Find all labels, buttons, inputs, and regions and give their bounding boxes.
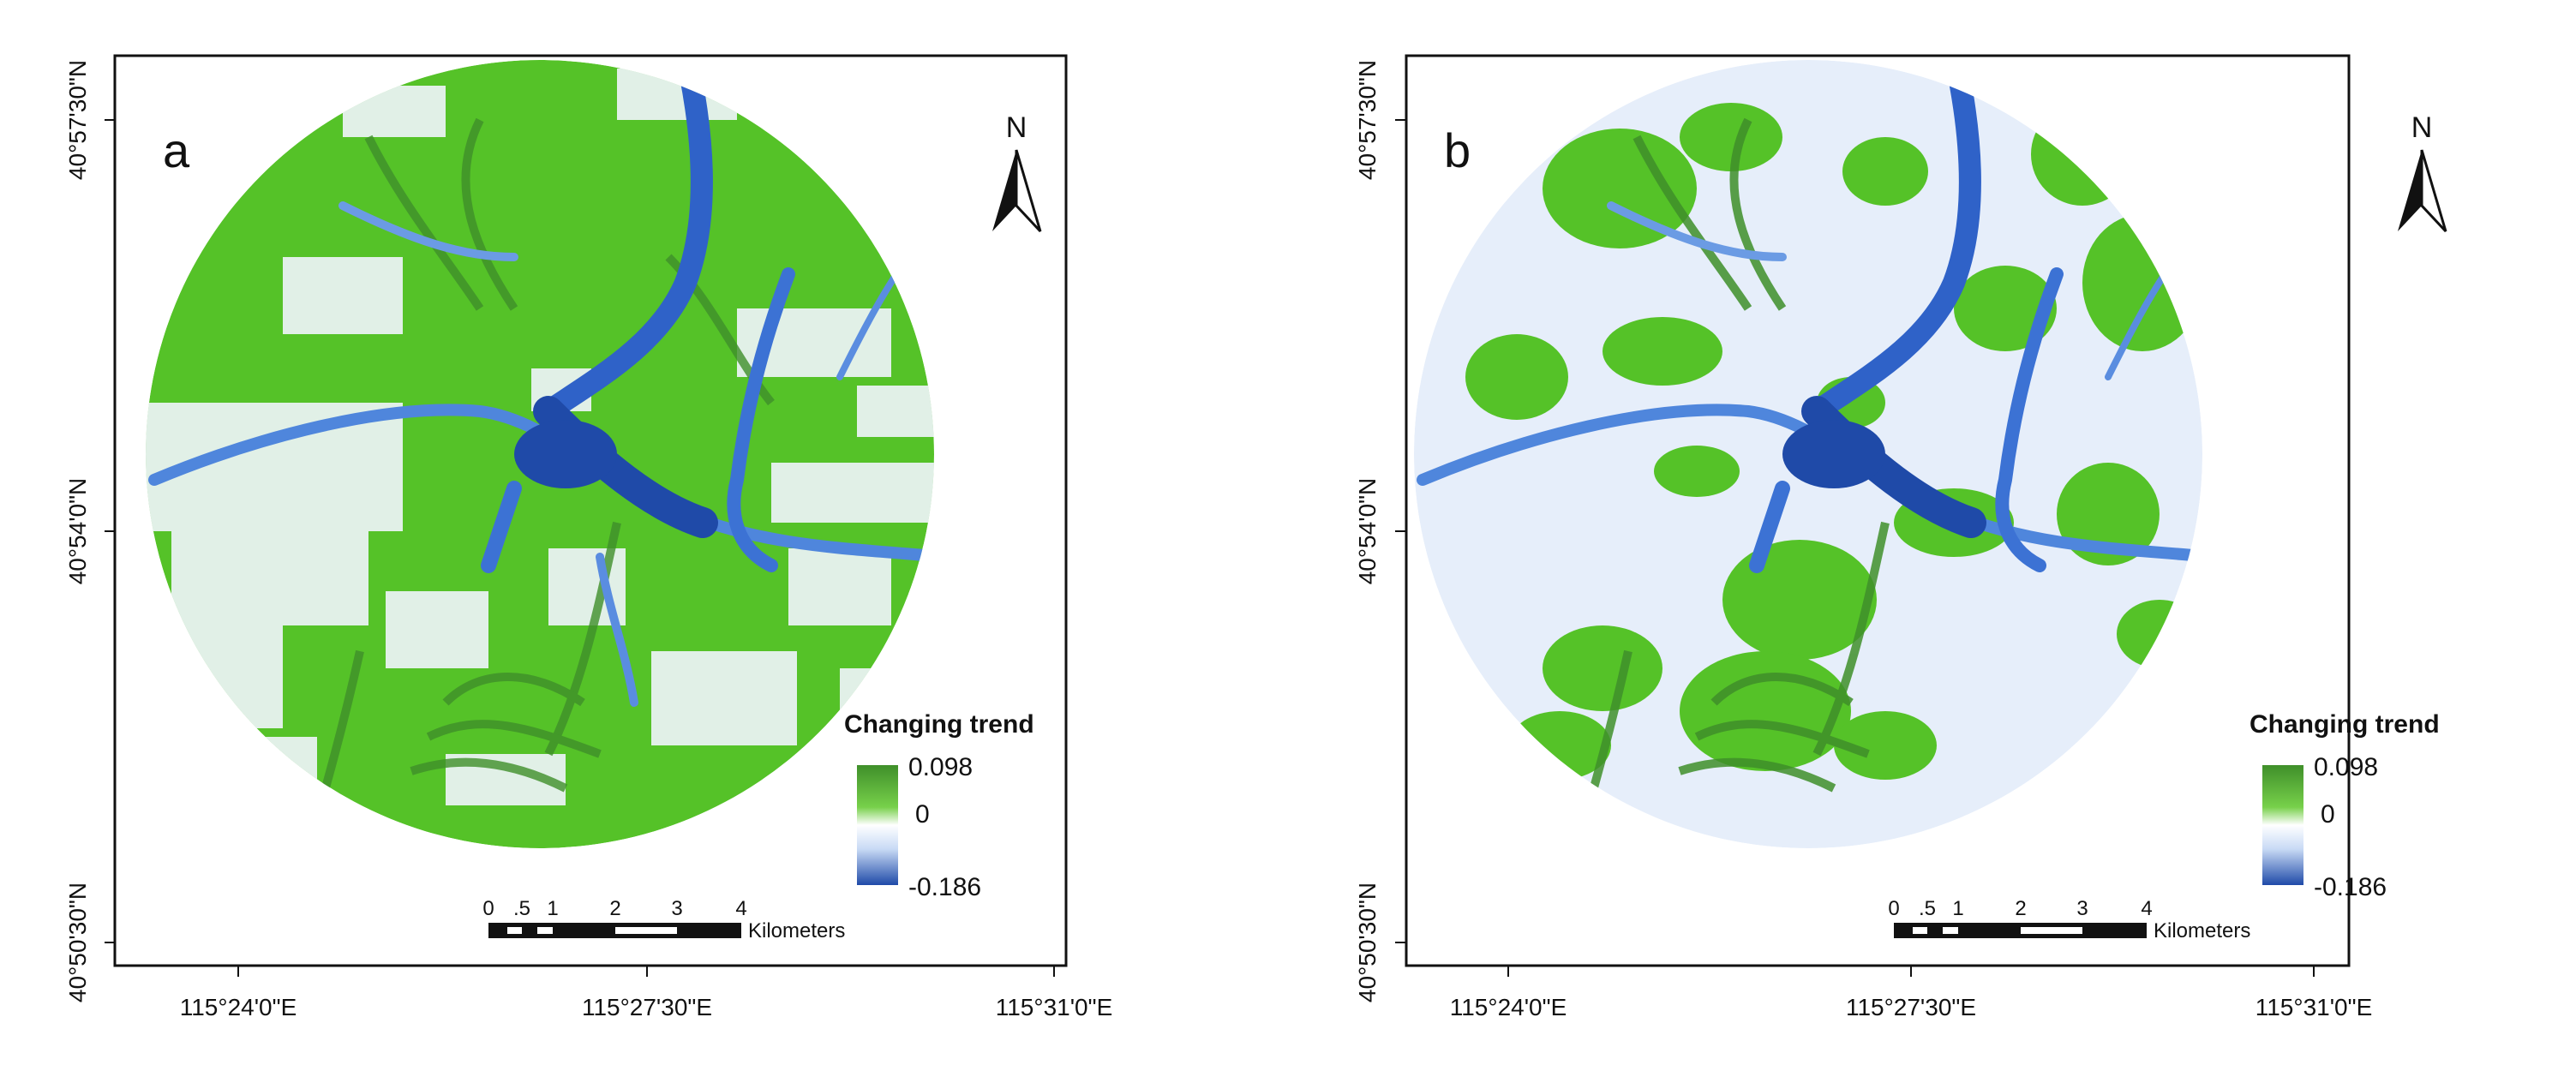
north-label: N [2411, 111, 2433, 144]
lon-label-right: 115°31'0"E [996, 994, 1113, 1020]
panel-label: a [163, 123, 190, 177]
lon-label-left: 115°24'0"E [1450, 994, 1567, 1020]
scale-tick-label: 3 [2076, 897, 2088, 920]
scale-tick-label: 3 [671, 897, 682, 920]
lat-label-mid: 40°54'0"N [64, 478, 91, 585]
scale-tick-label: 2 [609, 897, 620, 920]
legend-min: -0.186 [2314, 873, 2387, 901]
trend-raster [146, 60, 934, 848]
scale-tick-label: 1 [547, 897, 558, 920]
scale-bar-body [1894, 923, 2147, 938]
scale-tick-label: .5 [1919, 897, 1936, 920]
map-frame [1405, 54, 2351, 967]
scale-unit: Kilometers [2154, 919, 2250, 942]
north-arrow-left [2398, 150, 2422, 231]
north-arrow-right [1015, 149, 1042, 233]
map-frame [113, 54, 1068, 967]
legend-title: Changing trend [2250, 710, 2440, 739]
lon-label-mid: 115°27'30"E [1846, 994, 1976, 1020]
trend-raster [1414, 60, 2202, 848]
legend-max: 0.098 [908, 753, 973, 781]
legend: Changing trend 0.098 0 -0.186 [2250, 710, 2440, 901]
scale-bar: 0 .5 1 2 3 4 Kilometers [1888, 897, 2250, 942]
legend-ramp [2262, 765, 2303, 885]
map-panel-b-svg: 40°57'30"N 40°54'0"N 40°50'30"N 115°24'0… [1354, 54, 2447, 1020]
legend-ramp [857, 765, 898, 885]
lon-label-left: 115°24'0"E [180, 994, 297, 1020]
scale-tick-label: 1 [1952, 897, 1963, 920]
scale-tick-label: 0 [1888, 897, 1899, 920]
lat-label-top: 40°57'30"N [1354, 60, 1381, 180]
lon-label-right: 115°31'0"E [2255, 994, 2373, 1020]
lon-label-mid: 115°27'30"E [582, 994, 712, 1020]
scale-bar-body [488, 923, 741, 938]
legend-mid: 0 [2321, 800, 2335, 829]
legend-title: Changing trend [844, 710, 1034, 739]
scale-tick-label: 4 [735, 897, 746, 920]
scale-bar: 0 .5 1 2 3 4 Kilometers [482, 897, 845, 942]
map-panel-a: 40°57'30"N 40°54'0"N 40°50'30"N 115°24'0… [64, 54, 1113, 1020]
lat-label-bottom: 40°50'30"N [1354, 883, 1381, 1002]
north-arrow: N [992, 111, 1042, 233]
map-panel-a-svg: 40°57'30"N 40°54'0"N 40°50'30"N 115°24'0… [64, 54, 1113, 1020]
lat-label-bottom: 40°50'30"N [64, 883, 91, 1002]
legend-min: -0.186 [908, 873, 981, 901]
legend-mid: 0 [915, 800, 930, 829]
legend: Changing trend 0.098 0 -0.186 [844, 710, 1034, 901]
lat-label-mid: 40°54'0"N [1354, 478, 1381, 585]
scale-tick-label: 2 [2015, 897, 2026, 920]
north-arrow-left [992, 150, 1016, 231]
scale-unit: Kilometers [748, 919, 845, 942]
north-arrow: N [2398, 111, 2447, 233]
scale-tick-label: .5 [513, 897, 530, 920]
scale-tick-label: 0 [482, 897, 494, 920]
lat-label-top: 40°57'30"N [64, 60, 91, 180]
panel-label: b [1444, 123, 1471, 177]
north-label: N [1006, 111, 1027, 144]
legend-max: 0.098 [2314, 753, 2378, 781]
scale-tick-label: 4 [2141, 897, 2152, 920]
map-panel-b: 40°57'30"N 40°54'0"N 40°50'30"N 115°24'0… [1354, 0, 2576, 1077]
north-arrow-right [2420, 149, 2447, 233]
